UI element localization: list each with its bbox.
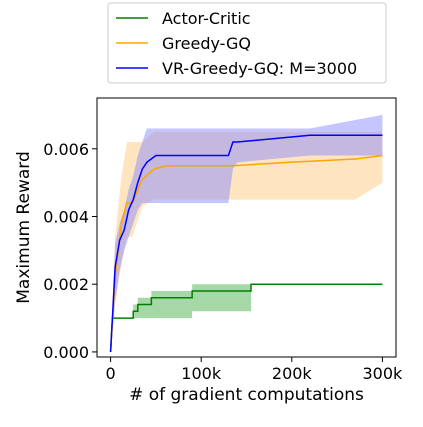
series-lines bbox=[109, 134, 383, 352]
vr-greedy-gq-m-3000-line bbox=[109, 134, 383, 352]
vr-greedy-gq-m-3000-band bbox=[110, 114, 383, 352]
y-axis-label: Maximum Reward bbox=[14, 151, 34, 303]
legend-items: Actor-Critic Greedy-GQ VR-Greedy-GQ: M=300… bbox=[116, 9, 357, 78]
plot-frame bbox=[96, 97, 397, 358]
x-axis-label: # of gradient computations bbox=[129, 385, 364, 405]
legend-label: Greedy-GQ bbox=[162, 34, 251, 53]
y-tick-label: 0.000 bbox=[43, 343, 89, 362]
x-tick-label: 300k bbox=[363, 364, 404, 383]
actor-critic-band bbox=[110, 284, 383, 352]
y-tick-label: 0.004 bbox=[43, 207, 89, 226]
x-tick-label: 200k bbox=[272, 364, 313, 383]
confidence-bands bbox=[110, 114, 383, 352]
greedy-gq-line bbox=[109, 154, 383, 352]
y-axis-ticks: 0.000 0.002 0.004 0.006 bbox=[43, 140, 97, 362]
x-tick-label: 0 bbox=[105, 364, 115, 383]
legend-box bbox=[107, 2, 387, 84]
actor-critic-line bbox=[109, 283, 383, 352]
legend-label: VR-Greedy-GQ: M=3000 bbox=[162, 59, 357, 78]
y-tick-label: 0.006 bbox=[43, 140, 89, 159]
legend: Actor-Critic Greedy-GQ VR-Greedy-GQ: M=300… bbox=[107, 2, 387, 84]
x-tick-label: 100k bbox=[181, 364, 222, 383]
x-axis-ticks: 0 100k 200k 300k bbox=[105, 357, 403, 383]
legend-label: Actor-Critic bbox=[162, 9, 251, 28]
y-tick-label: 0.002 bbox=[43, 275, 89, 294]
